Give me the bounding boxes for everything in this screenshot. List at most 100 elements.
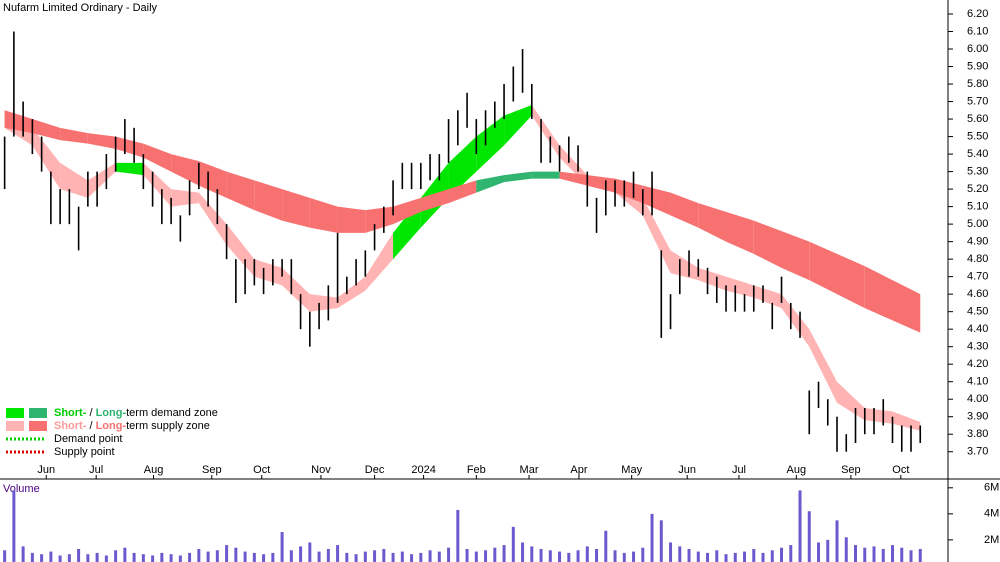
band-segment bbox=[892, 280, 921, 333]
band-segment bbox=[670, 192, 699, 228]
volume-title: Volume bbox=[3, 483, 40, 495]
band-segment bbox=[254, 180, 283, 221]
legend-text: term demand zone bbox=[126, 407, 218, 419]
band-segment bbox=[448, 180, 477, 204]
volume-bar bbox=[197, 548, 201, 562]
volume-bar bbox=[104, 555, 108, 562]
x-tick-label: Jun bbox=[37, 464, 55, 476]
volume-bar bbox=[696, 551, 700, 562]
y-tick-label: 4.50 bbox=[967, 306, 988, 318]
band-segment bbox=[809, 241, 838, 295]
volume-bar bbox=[789, 545, 793, 562]
x-tick-label: Feb bbox=[467, 464, 486, 476]
volume-bar bbox=[271, 552, 275, 562]
band-segment bbox=[309, 294, 338, 312]
volume-bar bbox=[77, 548, 81, 562]
volume-bar bbox=[733, 552, 737, 562]
volume-bar bbox=[206, 551, 210, 562]
legend-label: Supply point bbox=[54, 446, 115, 458]
band-segment bbox=[60, 127, 88, 144]
x-tick-label: Apr bbox=[570, 464, 587, 476]
volume-bar bbox=[909, 550, 913, 562]
band-segment bbox=[393, 197, 421, 225]
volume-bar bbox=[576, 550, 580, 562]
band-segment bbox=[254, 259, 283, 286]
volume-tick-label: 6M bbox=[984, 482, 999, 494]
band-segment bbox=[143, 143, 172, 172]
y-tick-label: 4.90 bbox=[967, 236, 988, 248]
legend-text: term supply zone bbox=[126, 420, 210, 432]
volume-bar bbox=[558, 551, 562, 562]
volume-bar bbox=[844, 537, 848, 562]
volume-bar bbox=[373, 550, 377, 562]
volume-bar bbox=[530, 546, 534, 562]
y-tick-label: 4.30 bbox=[967, 341, 988, 353]
volume-bar bbox=[780, 547, 784, 562]
volume-bar bbox=[706, 552, 710, 562]
volume-bar bbox=[743, 551, 747, 562]
band-segment bbox=[282, 267, 310, 312]
y-tick-label: 5.40 bbox=[967, 148, 988, 160]
legend-text: Long- bbox=[96, 407, 127, 419]
band-segment bbox=[226, 171, 255, 211]
volume-bar bbox=[49, 551, 53, 562]
legend-swatch bbox=[6, 408, 24, 418]
x-tick-label: Dec bbox=[365, 464, 385, 476]
x-tick-label: Oct bbox=[253, 464, 270, 476]
y-tick-label: 5.00 bbox=[967, 218, 988, 230]
band-segment bbox=[615, 178, 643, 204]
volume-bar bbox=[3, 550, 7, 562]
x-tick-label: Nov bbox=[311, 464, 331, 476]
volume-bar bbox=[900, 547, 904, 562]
band-segment bbox=[337, 276, 366, 309]
volume-bar bbox=[114, 550, 118, 562]
volume-bar bbox=[715, 550, 719, 562]
y-tick-label: 6.20 bbox=[967, 8, 988, 20]
volume-bar bbox=[95, 552, 99, 562]
volume-bar bbox=[511, 526, 515, 562]
volume-bar bbox=[160, 552, 164, 562]
x-tick-label: Sep bbox=[841, 464, 861, 476]
volume-bar bbox=[669, 542, 673, 562]
volume-bar bbox=[123, 547, 127, 562]
volume-tick-label: 4M bbox=[984, 508, 999, 520]
y-tick-label: 4.00 bbox=[967, 393, 988, 405]
band-segment bbox=[864, 266, 893, 321]
volume-bar bbox=[770, 550, 774, 562]
y-tick-label: 4.40 bbox=[967, 323, 988, 335]
volume-bar bbox=[30, 552, 34, 562]
band-segment bbox=[726, 276, 754, 298]
legend-text: Short- bbox=[54, 407, 87, 419]
y-tick-label: 5.90 bbox=[967, 60, 988, 72]
y-tick-label: 5.60 bbox=[967, 113, 988, 125]
chart-title: Nufarm Limited Ordinary - Daily bbox=[3, 2, 158, 14]
band-segment bbox=[420, 189, 449, 212]
volume-bar bbox=[391, 552, 395, 562]
legend-text: Demand point bbox=[54, 433, 123, 445]
volume-bar bbox=[474, 551, 478, 562]
band-segment bbox=[365, 206, 394, 233]
legend-text: Supply point bbox=[54, 446, 115, 458]
volume-bar bbox=[807, 511, 811, 562]
volume-bar bbox=[428, 550, 432, 562]
legend-swatch bbox=[6, 421, 24, 431]
y-tick-label: 4.70 bbox=[967, 271, 988, 283]
legend-text: Short- bbox=[54, 420, 87, 432]
legend-label: Short- / Long-term demand zone bbox=[54, 407, 218, 419]
y-tick-label: 5.10 bbox=[967, 201, 988, 213]
volume-bar bbox=[493, 547, 497, 562]
volume-bar bbox=[234, 547, 238, 562]
volume-bar bbox=[798, 490, 802, 562]
volume-bar bbox=[724, 554, 728, 562]
volume-bar bbox=[521, 542, 525, 562]
volume-bar bbox=[410, 554, 414, 562]
volume-bar bbox=[687, 548, 691, 562]
y-tick-label: 3.90 bbox=[967, 411, 988, 423]
x-tick-label: Mar bbox=[520, 464, 539, 476]
volume-bar bbox=[178, 555, 182, 562]
volume-bar bbox=[262, 554, 266, 562]
x-tick-label: Sep bbox=[202, 464, 222, 476]
y-tick-label: 3.70 bbox=[967, 446, 988, 458]
band-segment bbox=[864, 407, 893, 424]
